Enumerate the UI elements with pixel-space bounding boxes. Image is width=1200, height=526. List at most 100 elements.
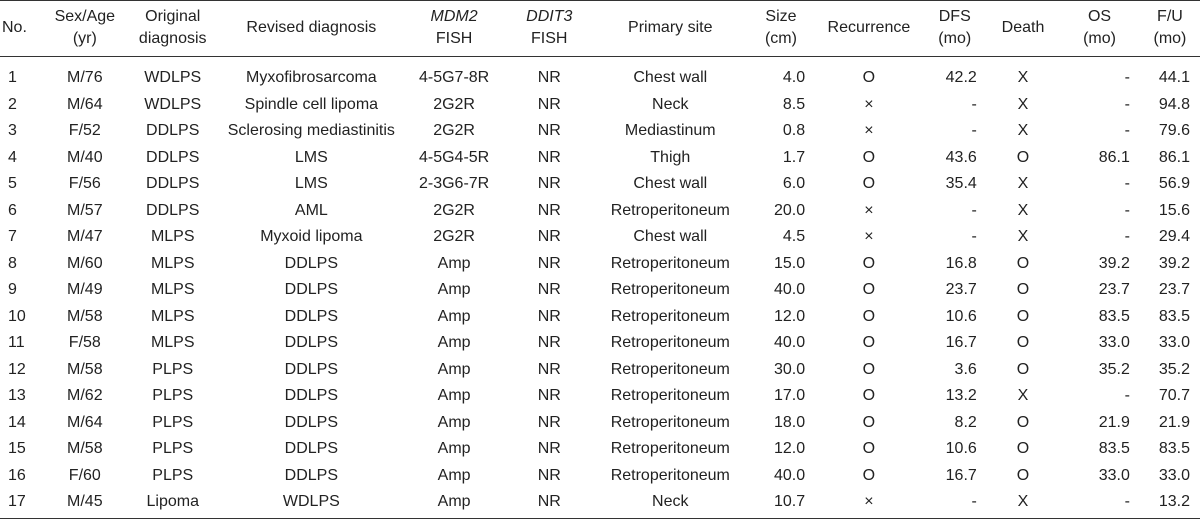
- table-row: 12 M/58 PLPS DDLPS Amp NR Retroperitoneum 30.0 O…: [0, 357, 1200, 384]
- cell-ddit3-fish: NR: [537, 95, 561, 113]
- cell-no: 13: [8, 387, 26, 405]
- cell-original-diagnosis: MLPS: [150, 228, 195, 246]
- cell-revised-diagnosis: DDLPS: [284, 334, 339, 352]
- cell-death: O: [1016, 466, 1030, 484]
- cell-size: 30.0: [773, 360, 806, 378]
- cell-mdm2-fish: Amp: [437, 307, 471, 325]
- cell-fu: 70.7: [1158, 387, 1190, 405]
- header-no: No.: [2, 19, 27, 36]
- cell-sex-age: M/76: [67, 69, 103, 87]
- cell-sex-age: M/49: [67, 281, 103, 299]
- cell-original-diagnosis: PLPS: [152, 440, 194, 458]
- header-revised-diagnosis: Revised diagnosis: [246, 19, 377, 36]
- table-row: 2 M/64 WDLPS Spindle cell lipoma 2G2R NR Neck 8…: [0, 92, 1200, 119]
- cell-death: O: [1016, 281, 1030, 299]
- cell-size: 40.0: [773, 466, 806, 484]
- table-row: 3 F/52 DDLPS Sclerosing mediastinitis 2G2R NR…: [0, 118, 1200, 145]
- table-row: 10 M/58 MLPS DDLPS Amp NR Retroperitoneum 12.0 O…: [0, 304, 1200, 331]
- cell-sex-age: M/57: [67, 201, 103, 219]
- cell-os: 86.1: [1098, 148, 1130, 166]
- cell-dfs: 43.6: [945, 148, 977, 166]
- cell-size: 17.0: [773, 387, 806, 405]
- cell-size: 4.0: [782, 69, 806, 87]
- cell-no: 9: [8, 281, 17, 299]
- cell-no: 7: [8, 228, 17, 246]
- cell-sex-age: M/58: [67, 307, 103, 325]
- header-death: Death: [1001, 19, 1045, 36]
- cell-original-diagnosis: Lipoma: [126, 489, 220, 519]
- table-row: 1 M/76 WDLPS Myxofibrosarcoma 4-5G7-8R NR Ches…: [0, 65, 1200, 92]
- cell-revised-diagnosis: WDLPS: [219, 489, 404, 519]
- cell-size: 4.5: [782, 228, 806, 246]
- cell-death: O: [1016, 413, 1030, 431]
- cell-mdm2-fish: 2G2R: [433, 228, 475, 246]
- cell-mdm2-fish: Amp: [437, 281, 471, 299]
- cell-revised-diagnosis: DDLPS: [284, 387, 339, 405]
- cell-death: X: [986, 489, 1060, 519]
- cell-fu: 15.6: [1158, 201, 1190, 219]
- cell-revised-diagnosis: AML: [294, 201, 328, 219]
- cell-ddit3-fish: NR: [537, 228, 561, 246]
- cell-dfs: 13.2: [945, 387, 977, 405]
- cell-fu: 86.1: [1158, 148, 1190, 166]
- cell-os: 33.0: [1098, 334, 1130, 352]
- cell-original-diagnosis: DDLPS: [146, 122, 200, 140]
- cell-recurrence: O: [862, 466, 876, 484]
- cell-fu: 35.2: [1158, 360, 1190, 378]
- cell-original-diagnosis: PLPS: [152, 466, 194, 484]
- cell-ddit3-fish: NR: [537, 122, 561, 140]
- cell-no: 14: [8, 413, 26, 431]
- cell-size: 8.5: [782, 95, 806, 113]
- cell-dfs: -: [971, 201, 977, 219]
- cell-no: 3: [8, 122, 17, 140]
- cell-revised-diagnosis: LMS: [294, 148, 328, 166]
- cell-primary-site: Chest wall: [633, 228, 708, 246]
- cell-revised-diagnosis: LMS: [294, 175, 328, 193]
- cell-sex-age: M/64: [67, 95, 103, 113]
- cell-recurrence: O: [862, 387, 876, 405]
- cell-death: X: [1017, 201, 1029, 219]
- cell-size: 12.0: [773, 307, 806, 325]
- cell-primary-site: Neck: [593, 489, 747, 519]
- cell-size: 0.8: [782, 122, 806, 140]
- cell-os: 21.9: [1098, 413, 1130, 431]
- cell-sex-age: M/62: [67, 387, 103, 405]
- cell-ddit3-fish: NR: [537, 334, 561, 352]
- cell-size: 1.7: [782, 148, 806, 166]
- cell-recurrence: ×: [864, 95, 874, 113]
- cell-size: 12.0: [773, 440, 806, 458]
- cell-primary-site: Mediastinum: [624, 122, 716, 140]
- cell-dfs: 23.7: [945, 281, 977, 299]
- cell-original-diagnosis: WDLPS: [144, 95, 202, 113]
- cell-ddit3-fish: NR: [537, 69, 561, 87]
- header-fu: F/U (mo): [1153, 8, 1187, 47]
- cell-size: 6.0: [782, 175, 806, 193]
- table-row: 13 M/62 PLPS DDLPS Amp NR Retroperitoneum 17.0 O…: [0, 383, 1200, 410]
- cell-original-diagnosis: DDLPS: [146, 175, 200, 193]
- cell-ddit3-fish: NR: [537, 466, 561, 484]
- cell-fu: 83.5: [1158, 307, 1190, 325]
- table-row: 11 F/58 MLPS DDLPS Amp NR Retroperitoneum 40.0 O…: [0, 330, 1200, 357]
- cell-recurrence: ×: [864, 201, 874, 219]
- cell-os: -: [1124, 122, 1130, 140]
- cell-fu: 13.2: [1139, 489, 1200, 519]
- cell-primary-site: Chest wall: [633, 175, 708, 193]
- header-sex-age: Sex/Age (yr): [54, 8, 116, 47]
- cell-no: 5: [8, 175, 17, 193]
- cell-sex-age: F/58: [68, 334, 101, 352]
- cell-ddit3-fish: NR: [537, 175, 561, 193]
- cell-size: 40.0: [773, 281, 806, 299]
- cell-primary-site: Retroperitoneum: [610, 334, 730, 352]
- cell-os: 33.0: [1098, 466, 1130, 484]
- table-row: 16 F/60 PLPS DDLPS Amp NR Retroperitoneum 40.0 O…: [0, 463, 1200, 490]
- cell-ddit3-fish: NR: [537, 254, 561, 272]
- cell-revised-diagnosis: DDLPS: [284, 254, 339, 272]
- cell-fu: 39.2: [1158, 254, 1190, 272]
- table-row: 6 M/57 DDLPS AML 2G2R NR Retroperitoneum 20.0 × -…: [0, 198, 1200, 225]
- cell-dfs: -: [971, 122, 977, 140]
- cell-death: X: [1017, 122, 1029, 140]
- cell-dfs: -: [971, 228, 977, 246]
- cell-primary-site: Retroperitoneum: [610, 307, 730, 325]
- cell-os: -: [1059, 489, 1140, 519]
